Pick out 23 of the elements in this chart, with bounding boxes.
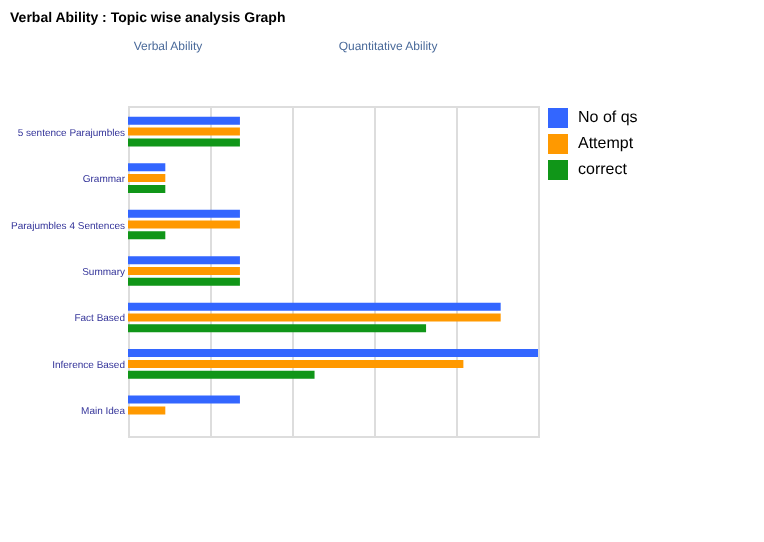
bar	[128, 395, 240, 404]
legend-label: Attempt	[578, 134, 635, 152]
bar	[128, 349, 538, 358]
bar	[128, 174, 166, 183]
bar	[128, 302, 501, 311]
bar	[128, 138, 240, 147]
bar	[128, 256, 240, 265]
bar	[128, 116, 240, 125]
legend-label: No of qs	[578, 108, 638, 126]
bar	[128, 127, 240, 136]
bar	[128, 313, 501, 322]
bar	[128, 163, 166, 172]
legend-label: correct	[578, 160, 629, 178]
bar	[128, 220, 240, 229]
bar	[128, 406, 166, 415]
bar	[128, 277, 240, 286]
bar	[128, 359, 464, 368]
bar	[128, 370, 315, 379]
bar	[128, 267, 240, 275]
bar	[128, 184, 166, 193]
bar	[128, 209, 240, 218]
bar	[128, 324, 427, 333]
bar	[128, 231, 166, 240]
